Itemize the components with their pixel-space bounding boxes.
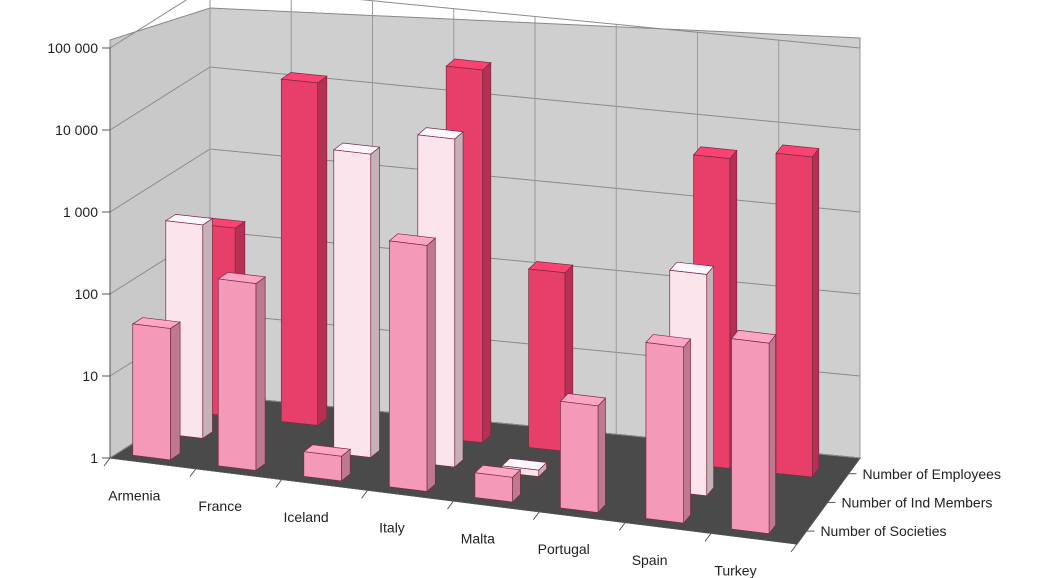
category-label-france: France: [198, 498, 242, 514]
x-tick-7: [704, 532, 712, 542]
x-axis-categories: Armenia France Iceland Italy Malta Portugal Sp…: [103, 457, 798, 578]
x-tick-4: [447, 500, 454, 510]
series-label-number-of-ind-members: Number of Ind Members: [841, 494, 992, 510]
bar-number-of-societies-spain: [645, 334, 692, 525]
y-tick-label: 100 000: [47, 40, 98, 56]
x-tick-1: [189, 468, 197, 478]
bar-number-of-societies-turkey: [730, 329, 777, 535]
chart-bars: [131, 58, 820, 535]
y-tick-label: 1: [90, 450, 98, 466]
x-tick-6: [618, 522, 626, 531]
y-tick-label: 1 000: [63, 204, 98, 220]
category-label-portugal: Portugal: [538, 541, 590, 557]
series-label-number-of-employees: Number of Employees: [862, 466, 1001, 482]
x-tick-8: [790, 543, 798, 553]
bar-number-of-societies-france: [217, 271, 267, 472]
bar-number-of-societies-armenia: [131, 317, 182, 461]
x-tick-5: [532, 511, 540, 521]
x-axis-line: [109, 457, 798, 545]
bar-number-of-societies-iceland: [302, 444, 352, 482]
depth-axis-series-labels: Number of Societies Number of Ind Members…: [796, 457, 1001, 545]
y-tick-label: 10 000: [55, 122, 98, 138]
category-label-malta: Malta: [461, 530, 495, 546]
bar-number-of-societies-malta: [474, 464, 522, 503]
x-tick-0: [103, 457, 111, 467]
category-label-armenia: Armenia: [108, 487, 160, 503]
bar-number-of-societies-italy: [388, 233, 437, 493]
y-tick-label: 10: [82, 368, 98, 384]
category-label-iceland: Iceland: [284, 509, 329, 525]
y-tick-label: 100: [75, 286, 99, 302]
category-label-italy: Italy: [379, 520, 405, 536]
series-label-number-of-societies: Number of Societies: [820, 523, 946, 539]
x-tick-2: [275, 479, 283, 488]
y-axis-ticks: 1 10 100 1 000 10 000 100 000: [47, 40, 111, 466]
bar-number-of-societies-portugal: [559, 393, 607, 514]
category-label-turkey: Turkey: [714, 563, 756, 578]
category-label-spain: Spain: [632, 552, 668, 568]
x-tick-3: [361, 489, 369, 499]
bar-number-of-ind-members-iceland: [332, 142, 381, 459]
bar-number-of-employees-turkey: [775, 144, 820, 479]
bar-number-of-employees-france: [280, 72, 328, 427]
depth-axis-line: [796, 457, 861, 545]
gridline-5: [109, 0, 861, 49]
